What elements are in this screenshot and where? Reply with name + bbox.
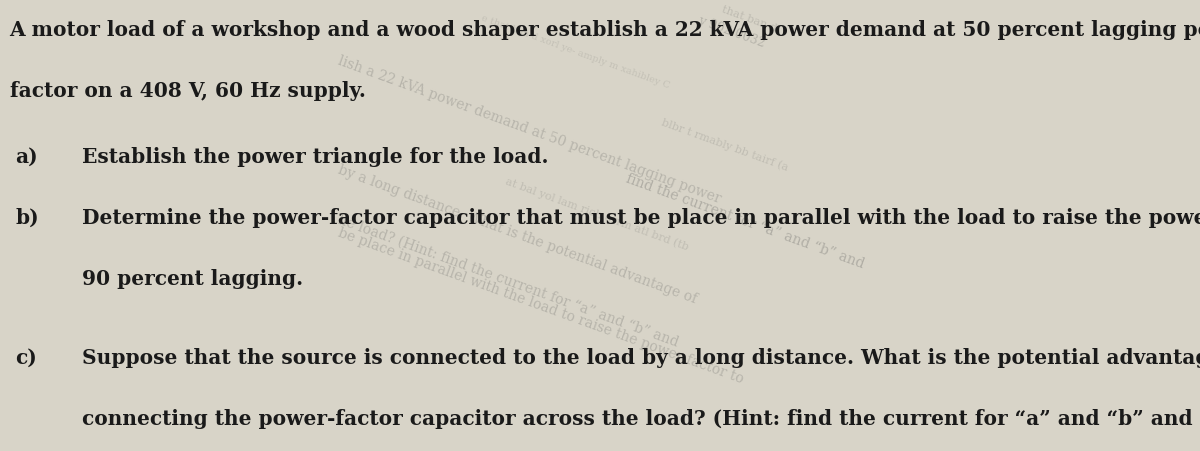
Text: find the current for “a” and “b” and: find the current for “a” and “b” and — [624, 171, 866, 271]
Text: at bal yol lam rich orrm atl brd (tb: at bal yol lam rich orrm atl brd (tb — [504, 176, 690, 252]
Text: he load? (Hint: find the current for “a” and “b” and: he load? (Hint: find the current for “a”… — [336, 212, 680, 349]
Text: blbr t rmably bb tairf (a: blbr t rmably bb tairf (a — [660, 117, 790, 173]
Text: connecting the power-factor capacitor across the load? (Hint: find the current f: connecting the power-factor capacitor ac… — [82, 408, 1193, 428]
Text: be place in parallel with the load to raise the power factor to: be place in parallel with the load to ra… — [336, 226, 745, 386]
Text: that ban d: that ban d — [720, 5, 778, 34]
Text: factor on a 408 V, 60 Hz supply.: factor on a 408 V, 60 Hz supply. — [10, 81, 366, 101]
Text: a): a) — [16, 147, 38, 166]
Text: 90 percent lagging.: 90 percent lagging. — [82, 268, 302, 288]
Text: e that ban d xorl ye- amply m xahibley C: e that ban d xorl ye- amply m xahibley C — [480, 14, 671, 90]
Text: lish a 22 kVA power demand at 50 percent lagging power: lish a 22 kVA power demand at 50 percent… — [336, 54, 722, 206]
Text: c): c) — [16, 347, 37, 367]
Text: Determine the power-factor capacitor that must be place in parallel with the loa: Determine the power-factor capacitor tha… — [82, 207, 1200, 227]
Text: Suppose that the source is connected to the load by a long distance. What is the: Suppose that the source is connected to … — [82, 347, 1200, 367]
Text: b): b) — [16, 207, 40, 227]
Text: A motor load of a workshop and a wood shaper establish a 22 kVA power demand at : A motor load of a workshop and a wood sh… — [10, 20, 1200, 40]
Text: y 902.0032: y 902.0032 — [696, 14, 767, 50]
Text: Establish the power triangle for the load.: Establish the power triangle for the loa… — [82, 147, 548, 166]
Text: by a long distance. What is the potential advantage of: by a long distance. What is the potentia… — [336, 162, 698, 305]
